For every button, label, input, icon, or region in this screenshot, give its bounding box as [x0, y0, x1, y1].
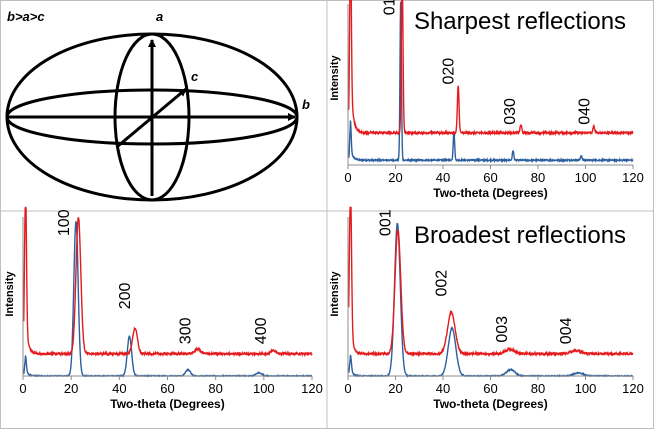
x-tick-label: 80 — [531, 381, 545, 396]
peak-label-010: 010 — [382, 0, 399, 15]
peak-label-002: 002 — [434, 270, 451, 297]
series-line-blue — [348, 1, 634, 164]
x-tick-label: 60 — [483, 381, 497, 396]
x-tick-label: 80 — [531, 170, 545, 185]
chart-title: Sharpest reflections — [414, 8, 626, 35]
peak-label-300: 300 — [177, 317, 194, 344]
x-axis-title: Two-theta (Degrees) — [433, 397, 547, 411]
series-line-red — [348, 0, 634, 137]
x-tick-label: 60 — [483, 170, 497, 185]
series-line-red — [348, 206, 634, 358]
y-axis-title: Intensity — [4, 271, 16, 317]
peak-label-001: 001 — [378, 209, 395, 236]
peak-label-030: 030 — [502, 98, 519, 125]
x-tick-label: 120 — [301, 381, 323, 396]
x-tick-label: 0 — [19, 381, 26, 396]
peak-label-040: 040 — [576, 98, 593, 125]
x-axis-title: Two-theta (Degrees) — [110, 397, 224, 411]
x-tick-label: 40 — [436, 170, 450, 185]
axis-c-label: c — [191, 69, 199, 84]
x-tick-label: 40 — [436, 381, 450, 396]
peak-label-020: 020 — [440, 58, 457, 85]
x-tick-label: 20 — [388, 170, 402, 185]
y-axis-title: Intensity — [329, 271, 341, 317]
ellipsoid-diagram: b>a>c a b c — [5, 9, 310, 202]
x-tick-label: 60 — [160, 381, 174, 396]
x-tick-label: 100 — [575, 381, 597, 396]
x-tick-label: 100 — [575, 170, 597, 185]
x-tick-label: 40 — [112, 381, 126, 396]
x-tick-label: 0 — [344, 381, 351, 396]
chart-broadest-reflections: 0 20 40 60 80 100 120 Two-theta (Degrees) Intens… — [329, 206, 644, 411]
peak-label-100: 100 — [56, 209, 73, 236]
peak-label-003: 003 — [494, 316, 511, 343]
peak-label-200: 200 — [117, 282, 134, 309]
x-tick-label: 0 — [344, 170, 351, 185]
x-tick-label: 120 — [622, 381, 644, 396]
axis-b-label: b — [302, 97, 310, 112]
chart-h00-reflections: 0 20 40 60 80 100 120 Two-theta (Degrees) Intens… — [4, 206, 323, 411]
x-tick-label: 20 — [64, 381, 78, 396]
x-tick-label: 20 — [388, 381, 402, 396]
chart-title: Broadest reflections — [414, 222, 626, 249]
x-axis-title: Two-theta (Degrees) — [433, 186, 547, 200]
y-axis-title: Intensity — [329, 55, 341, 101]
axis-c-arrow — [117, 87, 187, 148]
x-tick-label: 80 — [208, 381, 222, 396]
x-tick-label: 120 — [622, 170, 644, 185]
peak-label-004: 004 — [558, 317, 575, 344]
axis-a-label: a — [156, 9, 163, 24]
series-line-red — [23, 206, 313, 358]
x-tick-label: 100 — [253, 381, 275, 396]
peak-label-400: 400 — [253, 317, 270, 344]
shape-relation-label: b>a>c — [7, 9, 45, 24]
